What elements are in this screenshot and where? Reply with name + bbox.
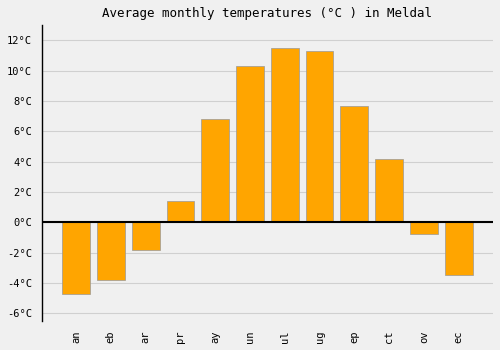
Bar <box>410 222 438 234</box>
Bar <box>166 201 194 222</box>
Bar <box>97 222 125 280</box>
Title: Average monthly temperatures (°C ) in Meldal: Average monthly temperatures (°C ) in Me… <box>102 7 432 20</box>
Bar <box>62 222 90 294</box>
Bar <box>132 222 160 250</box>
Bar <box>444 222 472 275</box>
Bar <box>202 119 229 222</box>
Bar <box>236 66 264 222</box>
Bar <box>271 48 298 222</box>
Bar <box>340 106 368 222</box>
Bar <box>306 51 334 222</box>
Bar <box>375 159 403 222</box>
